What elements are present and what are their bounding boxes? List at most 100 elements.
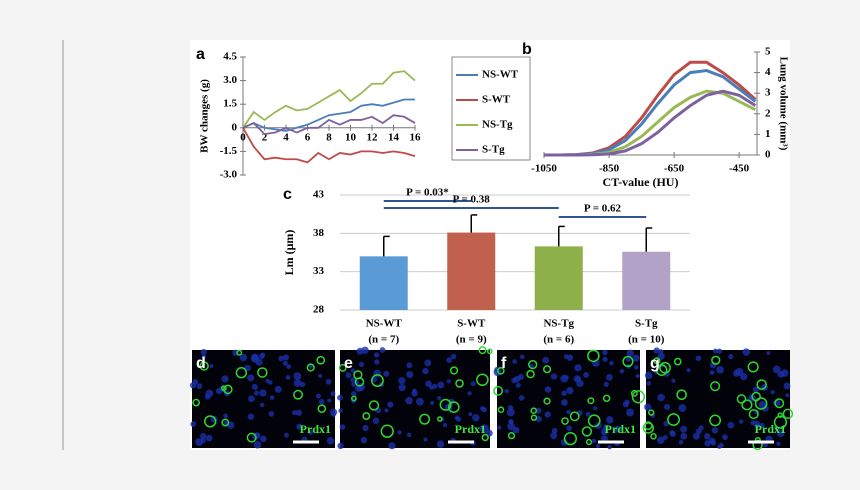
bar	[447, 232, 496, 310]
x-tick-label: 16	[410, 131, 422, 143]
nucleus	[752, 386, 759, 393]
y-tick-label: 4.5	[223, 51, 237, 63]
nucleus	[564, 375, 569, 380]
nucleus	[467, 391, 472, 396]
nucleus	[576, 376, 581, 381]
nucleus	[776, 441, 781, 447]
stained-cell	[476, 373, 489, 387]
stained-cell	[481, 433, 489, 442]
nucleus	[406, 371, 414, 379]
nucleus	[761, 404, 769, 412]
nucleus	[619, 368, 625, 374]
nucleus	[686, 368, 691, 373]
nucleus	[446, 379, 451, 384]
nucleus	[713, 348, 718, 354]
nucleus	[695, 428, 702, 435]
stained-cell	[306, 363, 315, 372]
nucleus	[692, 432, 700, 440]
nucleus	[606, 416, 614, 424]
p-value: P = 0.62	[584, 203, 622, 215]
y-tick-label: -3.0	[220, 169, 238, 181]
nucleus	[472, 413, 480, 422]
nucleus	[722, 434, 728, 441]
nucleus	[411, 390, 418, 397]
stained-cell	[748, 409, 759, 420]
stained-cell	[317, 404, 327, 414]
stained-cell	[774, 398, 785, 409]
nucleus	[772, 365, 781, 374]
nucleus	[515, 382, 521, 388]
nucleus	[372, 417, 380, 425]
nucleus	[398, 376, 406, 385]
y-tick-label: 3.0	[223, 74, 237, 86]
nucleus	[770, 389, 775, 395]
nucleus	[634, 365, 639, 370]
nucleus	[695, 355, 702, 362]
stained-cell	[587, 414, 601, 428]
panel-label: a	[196, 46, 205, 63]
y-tick-label: -1.5	[220, 145, 238, 157]
nucleus	[422, 367, 429, 375]
panel-label: f	[501, 355, 507, 372]
stained-cell	[351, 395, 357, 402]
nucleus	[327, 398, 332, 403]
nucleus	[253, 390, 259, 396]
nucleus	[350, 377, 357, 383]
stained-cell	[354, 377, 365, 387]
nucleus	[251, 353, 259, 362]
nucleus	[566, 386, 574, 395]
stained-cell	[676, 389, 687, 400]
nucleus	[635, 373, 640, 379]
stained-cell	[543, 397, 551, 405]
nucleus	[358, 361, 365, 368]
nucleus	[315, 393, 321, 399]
x-tick-sublabel: (n = 7)	[368, 334, 399, 346]
stained-cell	[752, 439, 763, 451]
nucleus	[470, 381, 476, 387]
nucleus	[406, 432, 412, 438]
stained-cell	[587, 397, 595, 405]
nucleus	[742, 348, 751, 356]
nucleus	[727, 421, 735, 429]
nucleus	[437, 381, 445, 389]
y-tick-label: 33	[313, 265, 325, 277]
nucleus	[626, 349, 634, 357]
stained-cell	[585, 438, 593, 446]
nucleus	[591, 438, 597, 444]
nucleus	[268, 411, 275, 417]
nucleus	[561, 399, 568, 406]
stained-cell	[478, 346, 487, 355]
nucleus	[330, 391, 336, 397]
nucleus	[603, 381, 609, 387]
stained-cell	[561, 417, 569, 425]
micrograph	[340, 350, 490, 448]
stained-cell	[530, 414, 538, 421]
data-line	[242, 98, 415, 132]
x-tick-label: 14	[388, 131, 400, 143]
x-tick-label: 4	[283, 131, 289, 143]
stained-cell	[530, 407, 538, 415]
nucleus	[201, 354, 207, 360]
x-tick-label: S-WT	[457, 318, 486, 330]
nucleus	[442, 422, 448, 428]
nucleus	[387, 401, 394, 408]
panel-label: c	[283, 186, 292, 203]
stained-cell	[528, 359, 538, 370]
y-axis-label: Lm (μm)	[282, 230, 296, 276]
legend-label: S-WT	[482, 94, 511, 106]
nucleus	[282, 360, 288, 366]
nucleus	[716, 348, 723, 354]
nucleus	[269, 395, 275, 401]
nucleus	[373, 352, 380, 358]
nucleus	[544, 411, 551, 418]
stained-cell	[368, 400, 380, 411]
nucleus	[718, 442, 724, 448]
x-tick-label: S-Tg	[635, 318, 658, 330]
nucleus	[519, 354, 525, 360]
nucleus	[446, 357, 453, 364]
stained-cell	[246, 432, 257, 443]
nucleus	[566, 354, 574, 361]
nucleus	[535, 415, 542, 423]
nucleus	[602, 424, 610, 432]
